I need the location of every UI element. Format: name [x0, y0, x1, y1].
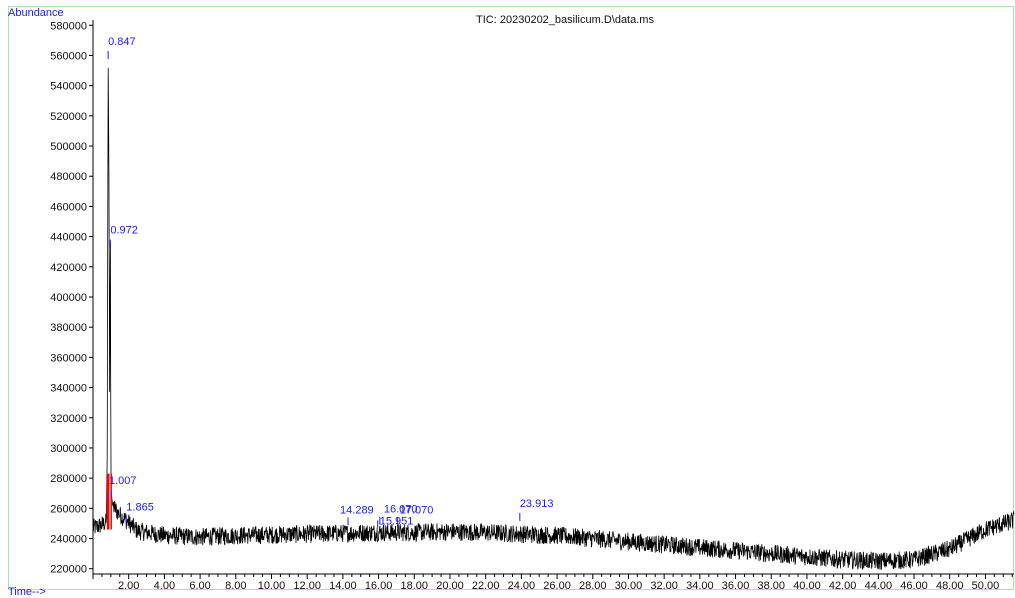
x-tick-label: 30.00: [615, 580, 643, 592]
peak-label: 15.951: [380, 515, 414, 527]
x-tick-label: 16.00: [365, 580, 393, 592]
chart-title: TIC: 20230202_basilicum.D\data.ms: [476, 14, 654, 26]
y-tick-label: 400000: [50, 292, 87, 304]
x-tick-label: 44.00: [865, 580, 893, 592]
x-tick-label: 8.00: [225, 580, 246, 592]
y-tick-label: 260000: [50, 503, 87, 515]
x-axis-title: Time-->: [8, 586, 46, 598]
y-tick-label: 340000: [50, 383, 87, 395]
y-tick-label: 560000: [50, 50, 87, 62]
peak-label: 14.289: [340, 504, 374, 516]
x-tick-label: 48.00: [936, 580, 964, 592]
peak-label: 1.007: [109, 475, 137, 487]
peak-label: 17.070: [400, 504, 434, 516]
y-tick-label: 540000: [50, 81, 87, 93]
y-tick-label: 360000: [50, 352, 87, 364]
y-tick-label: 220000: [50, 564, 87, 576]
y-tick-label: 580000: [50, 20, 87, 32]
x-tick-label: 40.00: [793, 580, 821, 592]
x-tick-label: 34.00: [686, 580, 714, 592]
x-tick-label: 32.00: [650, 580, 678, 592]
x-tick-label: 42.00: [829, 580, 857, 592]
chart-frame: [8, 6, 1014, 590]
x-tick-label: 2.00: [118, 580, 139, 592]
y-tick-label: 420000: [50, 262, 87, 274]
y-tick-label: 240000: [50, 534, 87, 546]
x-tick-label: 12.00: [293, 580, 321, 592]
x-tick-label: 14.00: [329, 580, 357, 592]
x-tick-label: 10.00: [258, 580, 286, 592]
y-axis-title: Abundance: [8, 7, 64, 19]
y-tick-label: 440000: [50, 232, 87, 244]
x-tick-label: 26.00: [543, 580, 571, 592]
y-tick-label: 380000: [50, 322, 87, 334]
tic-trace: [92, 67, 1015, 570]
y-tick-label: 300000: [50, 443, 87, 455]
x-tick-label: 38.00: [757, 580, 785, 592]
y-tick-label: 500000: [50, 141, 87, 153]
x-tick-label: 46.00: [900, 580, 928, 592]
x-tick-label: 4.00: [154, 580, 175, 592]
y-tick-label: 280000: [50, 473, 87, 485]
peak-label: 1.865: [126, 501, 154, 513]
y-tick-label: 320000: [50, 413, 87, 425]
x-tick-label: 6.00: [189, 580, 210, 592]
x-tick-label: 22.00: [472, 580, 500, 592]
y-tick-label: 480000: [50, 171, 87, 183]
x-tick-label: 18.00: [401, 580, 429, 592]
x-tick-label: 50.00: [972, 580, 1000, 592]
x-tick-label: 24.00: [508, 580, 536, 592]
x-tick-label: 20.00: [436, 580, 464, 592]
x-tick-label: 36.00: [722, 580, 750, 592]
peak-label: 23.913: [520, 498, 554, 510]
y-tick-label: 520000: [50, 111, 87, 123]
peak-label: 0.972: [110, 225, 138, 237]
peak-label: 0.847: [108, 36, 136, 48]
x-tick-label: 28.00: [579, 580, 607, 592]
y-tick-label: 460000: [50, 201, 87, 213]
peak-label: 16.070: [384, 504, 418, 516]
